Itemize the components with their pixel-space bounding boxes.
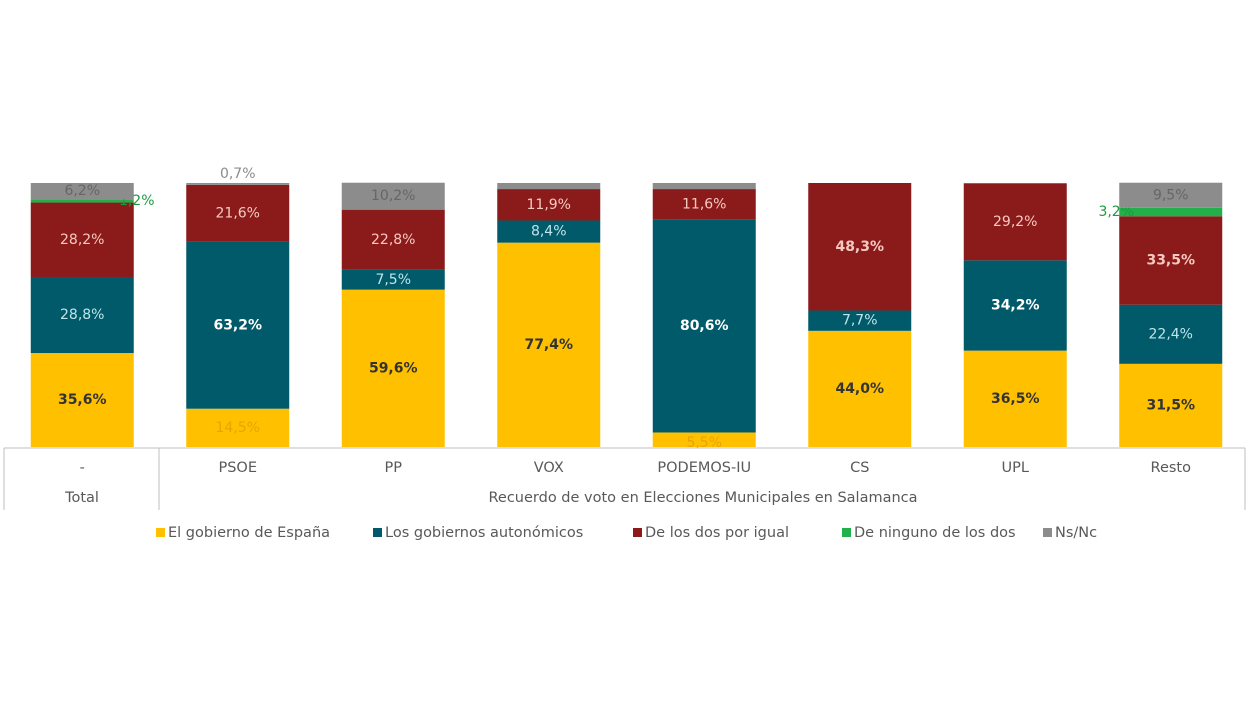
data-label: 59,6% xyxy=(369,360,418,376)
data-label: 29,2% xyxy=(993,214,1037,230)
bar-segment xyxy=(808,330,912,447)
data-label: 7,5% xyxy=(375,272,411,288)
bar-segment xyxy=(1119,363,1223,447)
data-label: 34,2% xyxy=(991,297,1040,313)
bars-layer: 35,6%28,8%28,2%1,2%6,2%14,5%63,2%21,6%0,… xyxy=(30,166,1223,451)
data-label: 63,2% xyxy=(213,317,262,333)
data-label: 48,3% xyxy=(835,239,884,255)
legend-swatch xyxy=(1043,528,1052,537)
category-tick-label: VOX xyxy=(534,460,564,476)
bar-segment xyxy=(497,189,601,221)
legend-label: De ninguno de los dos xyxy=(854,525,1016,541)
data-label: 33,5% xyxy=(1146,252,1195,268)
group-label-recuerdo: Recuerdo de voto en Elecciones Municipal… xyxy=(488,490,917,506)
legend-label: De los dos por igual xyxy=(645,525,789,541)
legend: El gobierno de España Los gobiernos auton… xyxy=(156,525,1097,541)
bar-segment xyxy=(808,183,912,311)
bar-segment xyxy=(30,199,134,203)
data-label: 7,7% xyxy=(842,313,878,329)
bar-segment xyxy=(963,350,1067,447)
data-label: 80,6% xyxy=(680,318,729,334)
category-tick-label: - xyxy=(80,460,85,476)
category-tick-label: Resto xyxy=(1151,460,1192,476)
bar-segment xyxy=(30,183,134,200)
bar-segment xyxy=(1119,182,1223,208)
category-tick-label: CS xyxy=(850,460,869,476)
data-label: 9,5% xyxy=(1153,187,1189,203)
data-label: 28,8% xyxy=(60,307,104,323)
data-label: 36,5% xyxy=(991,391,1040,407)
bar-segment xyxy=(652,219,756,433)
bar-segment xyxy=(30,276,134,354)
bar-segment xyxy=(186,241,290,409)
category-tick-label: UPL xyxy=(1002,460,1029,476)
bar-segment xyxy=(341,269,445,290)
data-label: 14,5% xyxy=(216,420,260,436)
bar-segment xyxy=(341,182,445,210)
group-label-total: Total xyxy=(64,490,99,506)
data-label: 22,8% xyxy=(371,232,415,248)
data-label: 6,2% xyxy=(64,183,100,199)
legend-label: Ns/Nc xyxy=(1055,525,1097,541)
legend-label: Los gobiernos autonómicos xyxy=(385,525,583,541)
bar-segment xyxy=(1119,216,1223,305)
bar-segment xyxy=(652,432,756,447)
bar-segment xyxy=(186,184,290,242)
bar-segment xyxy=(652,189,756,220)
category-tick-label: PP xyxy=(385,460,403,476)
data-label: 28,2% xyxy=(60,232,104,248)
bar-segment xyxy=(497,220,601,243)
bar-segment xyxy=(963,183,1067,261)
category-tick-label: PODEMOS-IU xyxy=(657,460,751,476)
data-label: 11,6% xyxy=(682,196,726,212)
bar-segment xyxy=(186,183,290,185)
data-label: 3,2% xyxy=(1098,204,1134,220)
data-label: 77,4% xyxy=(524,337,573,353)
data-label: 5,5% xyxy=(686,435,722,451)
data-label: 8,4% xyxy=(531,224,567,240)
category-tick-label: PSOE xyxy=(218,460,257,476)
data-label: 11,9% xyxy=(527,197,571,213)
bar-segment xyxy=(30,202,134,277)
legend-swatch xyxy=(842,528,851,537)
data-label: 44,0% xyxy=(835,381,884,397)
data-label: 35,6% xyxy=(58,392,107,408)
data-label: 31,5% xyxy=(1146,397,1195,413)
data-label: 0,7% xyxy=(220,166,256,182)
bar-segment xyxy=(497,242,601,447)
bar-segment xyxy=(808,310,912,331)
bar-segment xyxy=(963,260,1067,351)
data-label: 22,4% xyxy=(1149,326,1193,342)
data-label: 10,2% xyxy=(371,188,415,204)
legend-swatch xyxy=(156,528,165,537)
bar-segment xyxy=(652,183,756,190)
bar-segment xyxy=(497,183,601,190)
bar-segment xyxy=(186,408,290,447)
data-label: 21,6% xyxy=(216,205,260,221)
bar-segment xyxy=(341,209,445,270)
bar-segment xyxy=(1119,207,1223,217)
category-axis: Total Recuerdo de voto en Elecciones Mun… xyxy=(3,447,1246,510)
legend-swatch xyxy=(373,528,382,537)
bar-segment xyxy=(1119,304,1223,364)
bar-segment xyxy=(341,289,445,447)
legend-swatch xyxy=(633,528,642,537)
bar-segment xyxy=(30,353,134,447)
legend-label: El gobierno de España xyxy=(168,525,330,541)
